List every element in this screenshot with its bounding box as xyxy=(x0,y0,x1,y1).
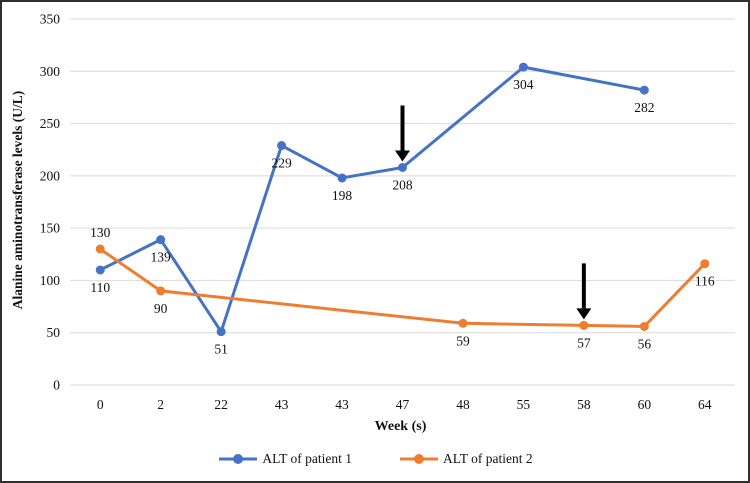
data-label: 116 xyxy=(695,274,715,289)
down-arrow-head xyxy=(395,150,410,162)
y-tick-label: 200 xyxy=(40,168,61,183)
legend: ALT of patient 1 ALT of patient 2 xyxy=(2,448,748,470)
x-tick-label: 2 xyxy=(157,397,164,412)
x-tick-label: 64 xyxy=(698,397,712,412)
data-point-series-1 xyxy=(216,327,226,337)
data-point-series-2 xyxy=(639,321,649,331)
legend-item: ALT of patient 1 xyxy=(217,451,352,467)
data-point-series-1 xyxy=(398,162,407,172)
data-point-series-2 xyxy=(95,244,105,254)
legend-label: ALT of patient 2 xyxy=(443,451,533,466)
x-tick-label: 47 xyxy=(396,397,410,412)
y-tick-label: 50 xyxy=(47,325,61,340)
x-tick-label: 48 xyxy=(456,397,470,412)
data-point-series-2 xyxy=(156,286,166,296)
data-point-series-1 xyxy=(277,141,287,151)
data-point-series-1 xyxy=(156,235,166,245)
data-label: 304 xyxy=(513,77,534,92)
series-line-1 xyxy=(98,65,646,334)
x-tick-label: 0 xyxy=(97,397,104,412)
data-label: 59 xyxy=(456,333,470,348)
data-label: 198 xyxy=(332,188,353,203)
x-axis-title: Week (s) xyxy=(374,419,427,434)
data-label: 130 xyxy=(90,225,111,240)
data-label: 208 xyxy=(392,177,413,192)
down-arrow-head xyxy=(576,308,592,320)
y-tick-label: 350 xyxy=(40,12,61,27)
data-label: 57 xyxy=(577,335,591,350)
y-tick-label: 250 xyxy=(40,116,61,131)
data-label: 282 xyxy=(634,100,654,115)
data-point-series-1 xyxy=(95,265,105,275)
x-tick-label: 55 xyxy=(517,397,531,412)
x-tick-label: 43 xyxy=(335,397,349,412)
y-tick-label: 300 xyxy=(40,64,61,79)
data-label: 51 xyxy=(214,342,228,357)
data-label: 56 xyxy=(638,336,652,351)
y-tick-label: 100 xyxy=(40,273,61,288)
x-tick-label: 58 xyxy=(577,397,591,412)
x-tick-label: 43 xyxy=(275,397,289,412)
data-point-series-1 xyxy=(337,173,347,183)
legend-marker-icon xyxy=(219,454,258,464)
x-tick-label: 60 xyxy=(638,397,652,412)
legend-item: ALT of patient 2 xyxy=(398,451,533,467)
legend-marker-icon xyxy=(400,454,438,464)
y-tick-label: 150 xyxy=(40,221,61,236)
data-point-series-2 xyxy=(579,320,589,330)
legend-label: ALT of patient 1 xyxy=(262,451,352,466)
data-label: 229 xyxy=(271,156,292,171)
data-point-series-2 xyxy=(458,318,468,328)
data-point-series-1 xyxy=(639,85,649,95)
data-label: 90 xyxy=(154,301,168,316)
data-label: 139 xyxy=(151,250,172,265)
data-point-series-2 xyxy=(700,259,710,269)
y-tick-label: 0 xyxy=(53,378,60,393)
series-line-2 xyxy=(98,247,707,328)
x-tick-label: 22 xyxy=(214,397,228,412)
data-point-series-1 xyxy=(518,62,528,72)
data-label: 110 xyxy=(90,280,110,295)
